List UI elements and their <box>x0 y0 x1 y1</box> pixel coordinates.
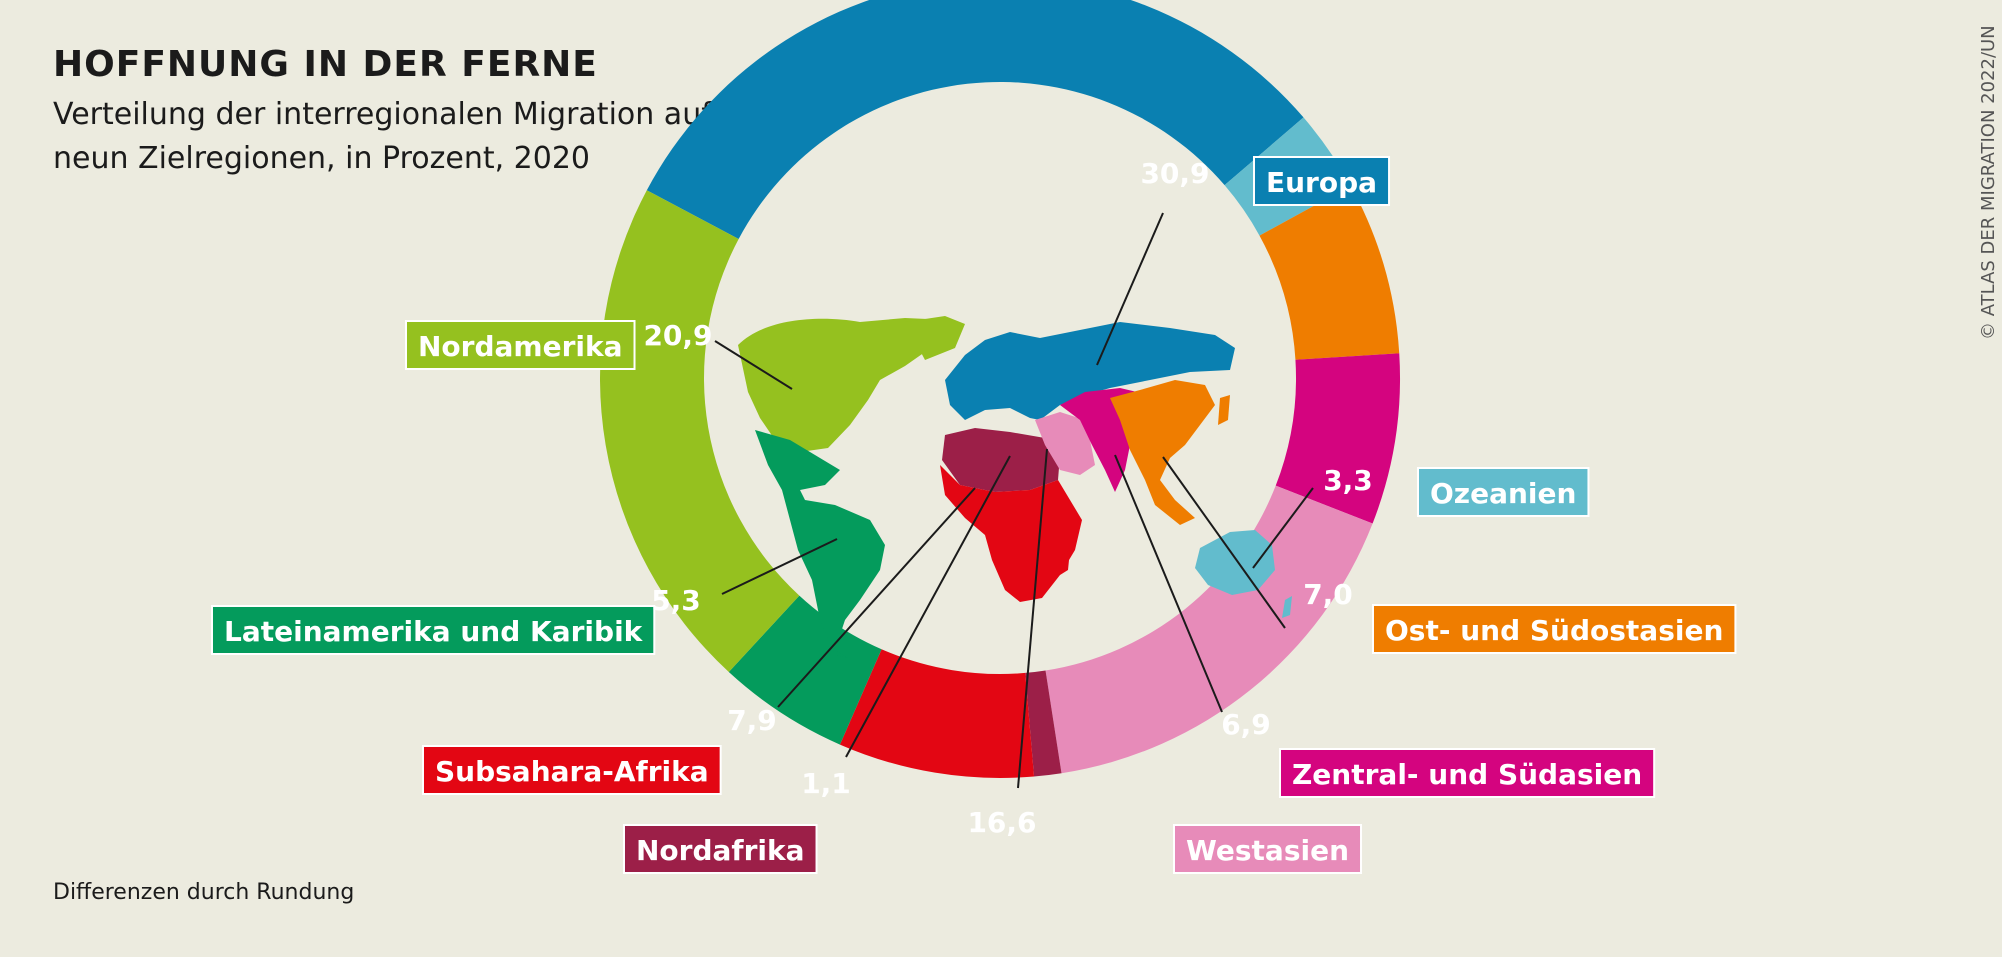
label-text-europa: Europa <box>1266 166 1377 199</box>
label-europa: Europa <box>1253 156 1391 206</box>
label-box-europa <box>1253 156 1391 206</box>
chart-title: HOFFNUNG IN DER FERNE <box>53 44 598 85</box>
map-subsaharan-africa <box>940 465 1082 602</box>
slice-nordafrika <box>1025 670 1062 777</box>
map-madagascar <box>1060 550 1070 575</box>
value-zentral-und-suedasien: 6,9 <box>1221 708 1271 741</box>
slice-europa <box>646 0 1304 240</box>
map-oceania <box>1195 530 1275 595</box>
label-text-nordamerika: Nordamerika <box>418 330 623 363</box>
slice-zentral-und-suedasien <box>1275 353 1401 524</box>
label-box-lateinamerika-und-karibik <box>211 605 656 655</box>
leader-line-nordafrika <box>845 455 1011 758</box>
map-europe <box>945 322 1235 420</box>
map-east-southeast-asia <box>1110 380 1215 525</box>
label-ost-und-suedostasien: Ost- und Südostasien <box>1372 604 1737 654</box>
label-text-ozeanien: Ozeanien <box>1430 477 1576 510</box>
value-ozeanien: 3,3 <box>1323 464 1373 497</box>
map-latin-america <box>755 430 885 658</box>
label-box-nordamerika <box>405 320 636 370</box>
value-labels: 30,9 3,3 7,0 6,9 16,6 1,1 7,9 5,3 20,9 <box>643 157 1372 839</box>
label-text-nordafrika: Nordafrika <box>636 834 805 867</box>
value-nordafrika: 1,1 <box>801 767 851 800</box>
chart-subtitle: Verteilung der interregionalen Migration… <box>53 97 712 176</box>
leader-lines <box>714 212 1314 789</box>
label-box-zentral-und-suedasien <box>1279 748 1656 798</box>
value-europa: 30,9 <box>1140 157 1209 190</box>
footnote: Differenzen durch Rundung <box>53 880 355 905</box>
label-nordamerika: Nordamerika <box>405 320 636 370</box>
label-nordafrika: Nordafrika <box>623 824 818 874</box>
slice-westasien <box>1045 485 1373 774</box>
leader-line-subsahara-afrika <box>777 487 976 708</box>
map-japan <box>1218 395 1230 425</box>
leader-line-nordamerika <box>714 340 793 390</box>
category-labels: Europa Ozeanien Ost- und Südostasien Zentra… <box>211 156 1737 874</box>
leader-line-zentral-und-suedasien <box>1114 454 1223 713</box>
value-westasien: 16,6 <box>967 806 1036 839</box>
label-box-subsahara-afrika <box>422 745 722 795</box>
label-zentral-und-suedasien: Zentral- und Südasien <box>1279 748 1656 798</box>
map-new-zealand <box>1282 596 1292 618</box>
label-subsahara-afrika: Subsahara-Afrika <box>422 745 722 795</box>
label-box-ozeanien <box>1417 467 1590 517</box>
label-text-ost-und-suedostasien: Ost- und Südostasien <box>1385 614 1723 647</box>
label-text-subsahara-afrika: Subsahara-Afrika <box>435 755 709 788</box>
label-box-nordafrika <box>623 824 818 874</box>
label-text-lateinamerika-und-karibik: Lateinamerika und Karibik <box>224 615 644 648</box>
slice-nordamerika <box>600 190 800 673</box>
leader-line-lateinamerika-und-karibik <box>721 538 838 595</box>
map-west-asia <box>1035 412 1095 475</box>
value-ost-und-suedostasien: 7,0 <box>1303 578 1353 611</box>
label-lateinamerika-und-karibik: Lateinamerika und Karibik <box>211 605 656 655</box>
leader-line-europa <box>1096 212 1164 366</box>
value-nordamerika: 20,9 <box>643 319 712 352</box>
map-north-africa <box>942 428 1060 492</box>
label-box-ost-und-suedostasien <box>1372 604 1737 654</box>
label-box-westasien <box>1173 824 1363 874</box>
map-greenland <box>905 316 965 360</box>
slice-ost-und-suedostasien <box>1259 185 1400 360</box>
value-subsahara-afrika: 7,9 <box>727 704 777 737</box>
slice-subsahara-afrika <box>839 649 1035 778</box>
label-westasien: Westasien <box>1173 824 1363 874</box>
label-text-westasien: Westasien <box>1186 834 1349 867</box>
label-ozeanien: Ozeanien <box>1417 467 1590 517</box>
leader-line-ozeanien <box>1252 487 1314 569</box>
label-text-zentral-und-suedasien: Zentral- und Südasien <box>1292 758 1642 791</box>
map-north-america <box>738 318 955 452</box>
leader-line-ost-und-suedostasien <box>1162 456 1286 629</box>
world-map <box>738 316 1292 658</box>
value-lateinamerika-und-karibik: 5,3 <box>651 584 701 617</box>
leader-line-westasien <box>1017 448 1048 789</box>
